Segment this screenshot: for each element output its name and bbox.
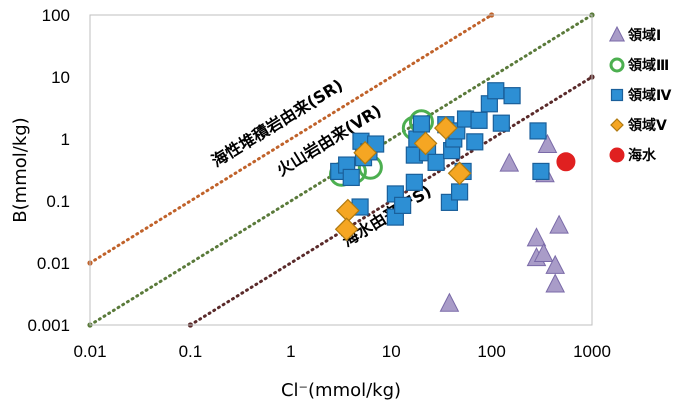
data-point (439, 292, 460, 312)
legend-marker (610, 118, 624, 132)
data-point (450, 183, 469, 201)
legend-label: 領域Ⅰ (628, 27, 661, 44)
legend-marker (608, 25, 626, 42)
x-tick-label: 1000 (573, 342, 611, 361)
data-point (405, 173, 423, 191)
data-markers (329, 82, 576, 312)
data-point (427, 153, 445, 171)
data-point (545, 273, 566, 293)
data-point (492, 114, 510, 132)
data-point (394, 196, 412, 214)
legend-marker (609, 147, 625, 163)
data-point (433, 116, 458, 140)
x-axis-label: Cl⁻(mmol/kg) (281, 380, 401, 401)
x-tick-label: 10 (382, 342, 401, 361)
data-point (487, 82, 505, 100)
legend-marker (610, 88, 624, 102)
y-tick-label: 1 (61, 130, 70, 149)
legend-label: 領域Ⅳ (628, 87, 672, 104)
data-point (499, 152, 520, 172)
reference-line (88, 13, 594, 327)
data-point (556, 152, 576, 172)
x-tick-label: 1 (286, 342, 295, 361)
y-axis-label: B(mmol/kg) (10, 117, 31, 222)
data-point (526, 227, 547, 247)
data-point (529, 122, 547, 140)
x-tick-label: 0.1 (179, 342, 203, 361)
y-axis-ticks: 0.001 0.01 0.1 1 10 100 (27, 6, 70, 335)
y-tick-label: 0.01 (37, 254, 70, 273)
data-point (466, 133, 484, 151)
data-point (413, 131, 438, 156)
y-tick-label: 0.001 (27, 316, 70, 335)
data-point (533, 242, 554, 262)
y-tick-label: 10 (51, 68, 70, 87)
x-tick-label: 0.01 (73, 342, 106, 361)
data-point (470, 111, 488, 129)
data-point (412, 115, 431, 133)
legend-label: 領域Ⅲ (628, 57, 669, 74)
reference-line (88, 13, 494, 265)
plot-area-frame (89, 14, 593, 326)
y-tick-label: 0.1 (46, 192, 70, 211)
data-point (545, 254, 566, 274)
legend: 領域Ⅰ 領域Ⅲ 領域Ⅳ 領域Ⅴ 海水 (608, 25, 672, 164)
x-axis-ticks: 0.01 0.1 1 10 100 1000 (73, 342, 610, 361)
x-tick-label: 100 (477, 342, 505, 361)
data-point (334, 217, 359, 242)
data-point (503, 87, 521, 105)
y-tick-label: 100 (42, 6, 70, 25)
data-point (537, 133, 558, 154)
legend-label: 領域Ⅴ (628, 117, 667, 134)
data-point (549, 214, 569, 234)
data-point (342, 168, 360, 187)
legend-label: 海水 (628, 147, 657, 164)
data-point (532, 162, 550, 181)
data-point (353, 140, 377, 165)
data-point (447, 161, 472, 186)
legend-marker (609, 57, 625, 73)
